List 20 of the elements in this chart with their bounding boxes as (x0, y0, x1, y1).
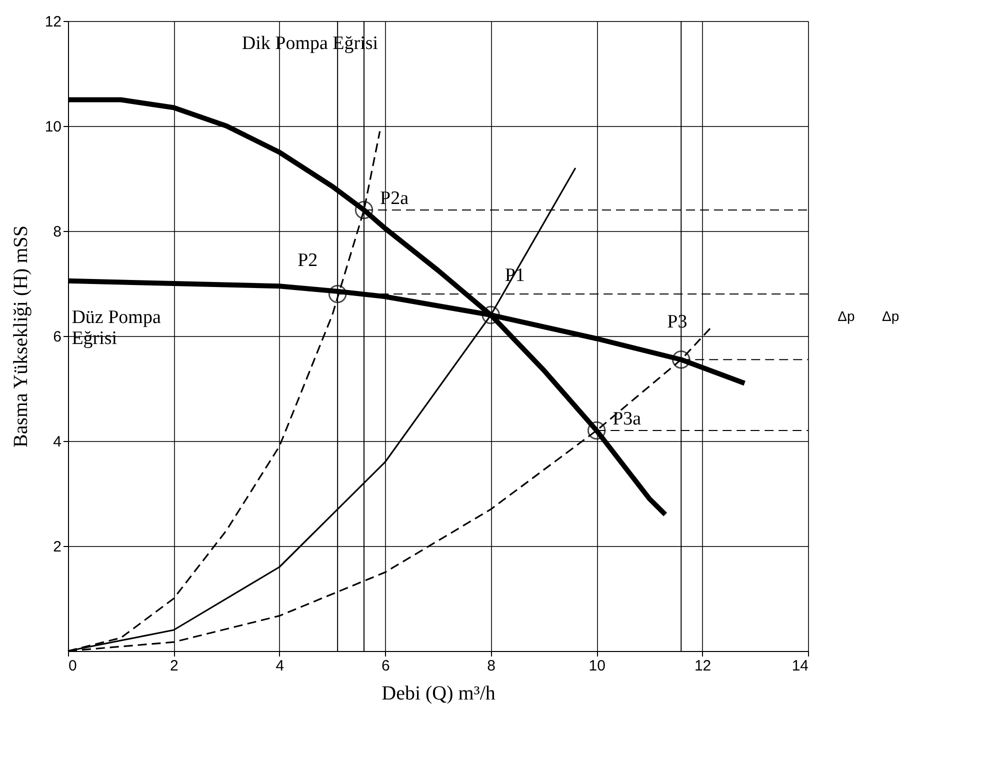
x-tick-label: 2 (170, 658, 178, 674)
x-tick-label: 14 (792, 658, 808, 674)
y-tick-label: 12 (44, 14, 62, 30)
x-tick-label: 12 (694, 658, 712, 674)
x-tick-label: 4 (276, 658, 284, 674)
x-tick-label: 0 (68, 658, 77, 674)
data-label: P2 (298, 250, 318, 271)
x-tick-label: 10 (588, 658, 606, 674)
y-tick-label: 10 (44, 118, 62, 136)
data-label: P3a (612, 408, 642, 430)
y-tick-label: 4 (53, 434, 62, 450)
y-axis-title: Basma Yüksekliği (H) mSS (10, 225, 32, 448)
y-tick-label: 2 (53, 538, 62, 556)
y-tick-label: 8 (53, 224, 62, 240)
x-tick-label: 8 (487, 658, 496, 674)
text: Δp (838, 308, 855, 324)
y-tick-label: 6 (53, 328, 62, 346)
x-tick-label: 6 (381, 658, 390, 674)
text: Δp (882, 308, 900, 324)
x-axis-title: Debi (Q) m³/h (382, 682, 496, 704)
